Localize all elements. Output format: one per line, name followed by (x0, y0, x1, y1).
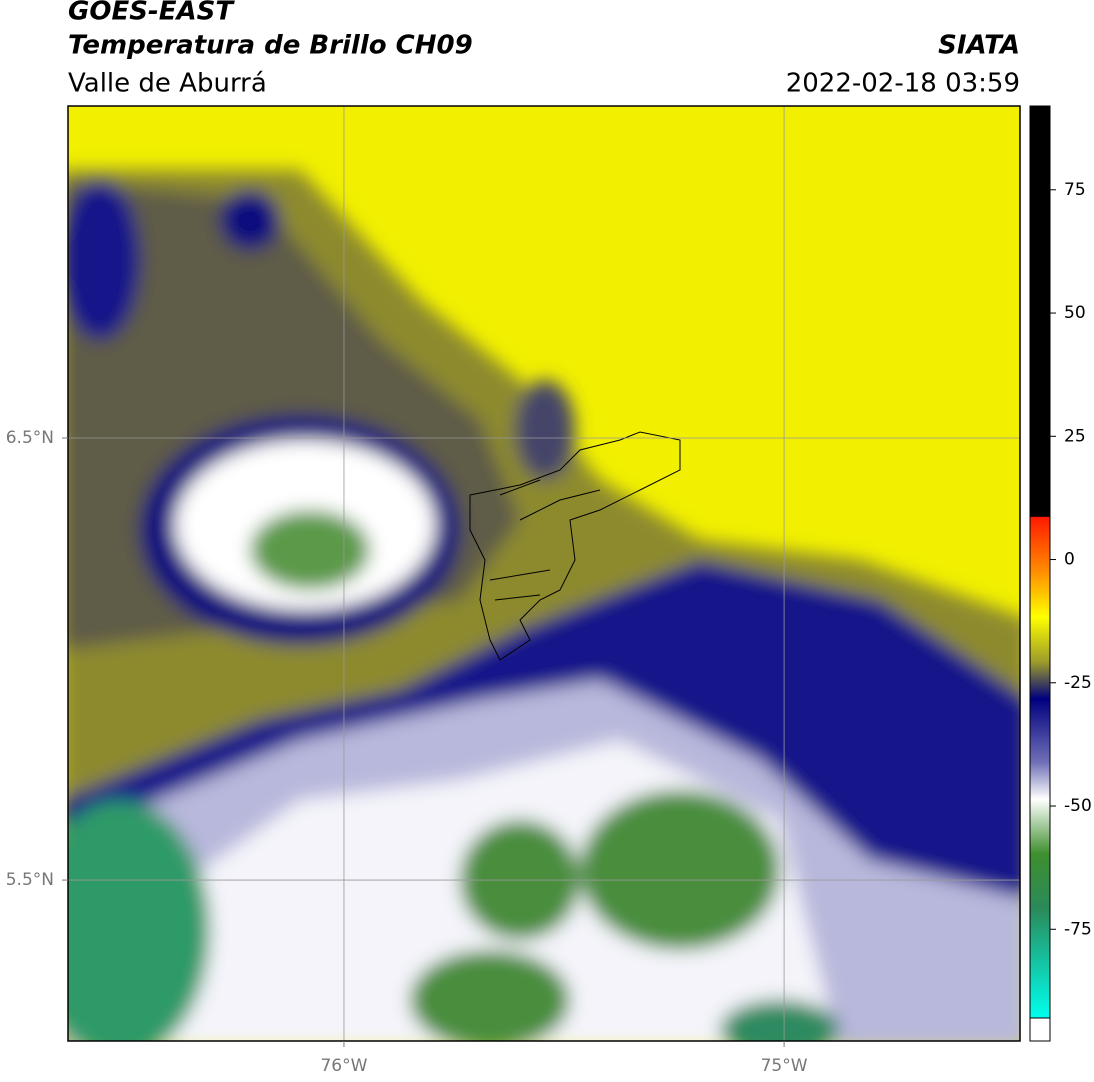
colorbar-tick-label: -75 (1064, 919, 1092, 939)
colorbar-frame (1029, 105, 1051, 1042)
x-tick-label: 75°W (761, 1056, 808, 1076)
map-frame (67, 105, 1021, 1042)
colorbar-tick-label: -25 (1064, 673, 1092, 693)
colorbar (1030, 106, 1050, 1018)
source: SIATA (938, 31, 1020, 61)
grid (68, 106, 1020, 1041)
y-tick-label: 5.5°N (6, 870, 54, 890)
colorbar-tick-label: 75 (1064, 180, 1086, 200)
title: GOES-EAST (68, 0, 235, 27)
colorbar-extension (1029, 1017, 1051, 1042)
x-tick-label: 76°W (320, 1056, 367, 1076)
subtitle: Temperatura de Brillo CH09 (68, 31, 473, 61)
satellite-image (68, 106, 1020, 1041)
y-tick-label: 6.5°N (6, 428, 54, 448)
colorbar-tick-label: -50 (1064, 796, 1092, 816)
colorbar-tick-label: 0 (1064, 550, 1075, 570)
region: Valle de Aburrá (68, 69, 267, 99)
colorbar-tick-label: 25 (1064, 426, 1086, 446)
timestamp: 2022-02-18 03:59 (786, 69, 1020, 99)
municipality-borders (469, 431, 681, 661)
colorbar-tick-label: 50 (1064, 303, 1086, 323)
